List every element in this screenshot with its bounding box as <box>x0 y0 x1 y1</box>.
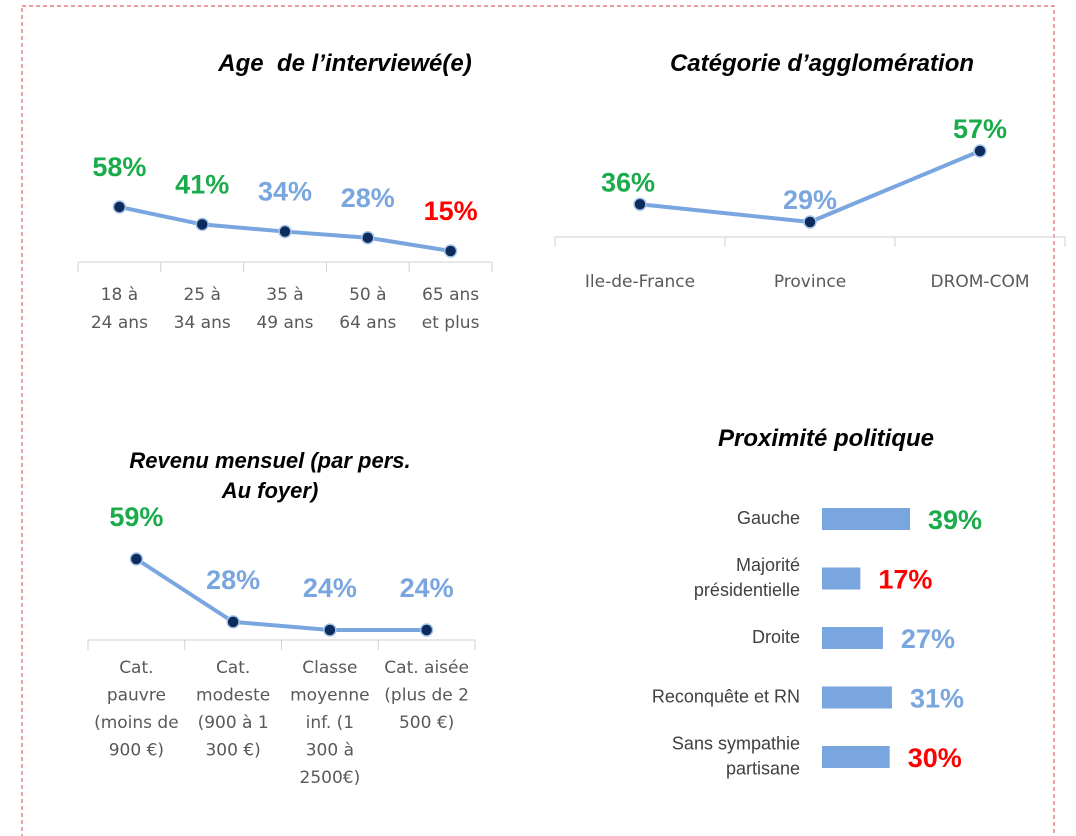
data-line <box>135 557 427 632</box>
category-label: 18 à 24 ans <box>91 285 148 333</box>
value-label: 31% <box>910 684 964 714</box>
bar <box>822 567 861 590</box>
chart-title: Age de l’interviewé(e) <box>217 50 471 77</box>
frame <box>21 5 1055 836</box>
bar <box>822 508 910 530</box>
category-label: Cat. modeste (900 à 1 300 €) <box>196 658 270 761</box>
category-label: Ile-de-France <box>585 272 695 292</box>
data-point <box>361 230 375 245</box>
value-label: 59% <box>109 502 163 532</box>
data-point <box>443 244 458 258</box>
data-point <box>419 623 434 637</box>
value-label: 28% <box>341 183 395 213</box>
category-label: 50 à 64 ans <box>339 285 396 333</box>
category-label: Droite <box>752 627 800 647</box>
data-point <box>195 217 209 232</box>
data-point <box>278 224 292 239</box>
value-label: 24% <box>400 573 454 603</box>
category-label: Gauche <box>737 508 800 528</box>
value-label: 24% <box>303 573 357 603</box>
chart-title: Revenu mensuel (par pers. Au foyer) <box>129 448 410 503</box>
value-label: 34% <box>258 177 312 207</box>
category-label: 25 à 34 ans <box>174 285 231 333</box>
category-label: DROM-COM <box>930 272 1029 292</box>
value-label: 39% <box>928 505 982 535</box>
value-label: 41% <box>175 170 229 200</box>
category-label: Cat. pauvre (moins de 900 €) <box>94 658 179 761</box>
bar <box>822 686 892 709</box>
category-label: Majorité présidentielle <box>694 555 800 600</box>
value-label: 57% <box>953 114 1007 144</box>
value-label: 58% <box>92 152 146 182</box>
category-label: Reconquête et RN <box>652 686 800 706</box>
value-label: 17% <box>878 565 932 595</box>
bar <box>822 627 883 649</box>
category-label: Province <box>774 272 846 292</box>
data-point <box>129 552 144 566</box>
data-point <box>226 615 240 629</box>
value-label: 27% <box>901 624 955 654</box>
data-point <box>803 215 817 229</box>
chart-title: Proximité politique <box>718 425 934 452</box>
value-label: 30% <box>908 743 962 773</box>
data-point <box>112 200 127 214</box>
value-label: 15% <box>424 196 478 226</box>
category-label: 65 ans et plus <box>422 285 480 333</box>
category-label: 35 à 49 ans <box>256 285 313 333</box>
value-label: 28% <box>206 565 260 595</box>
category-label: Classe moyenne inf. (1 300 à 2500€) <box>290 658 370 788</box>
value-label: 36% <box>601 167 655 197</box>
bar <box>822 746 890 768</box>
data-point <box>323 623 337 637</box>
value-label: 29% <box>783 185 837 215</box>
chart-title: Catégorie d’agglomération <box>670 50 974 77</box>
data-point <box>633 197 647 211</box>
category-label: Sans sympathie partisane <box>672 733 800 778</box>
category-label: Cat. aisée (plus de 2 500 €) <box>384 658 469 733</box>
data-point <box>973 144 987 158</box>
